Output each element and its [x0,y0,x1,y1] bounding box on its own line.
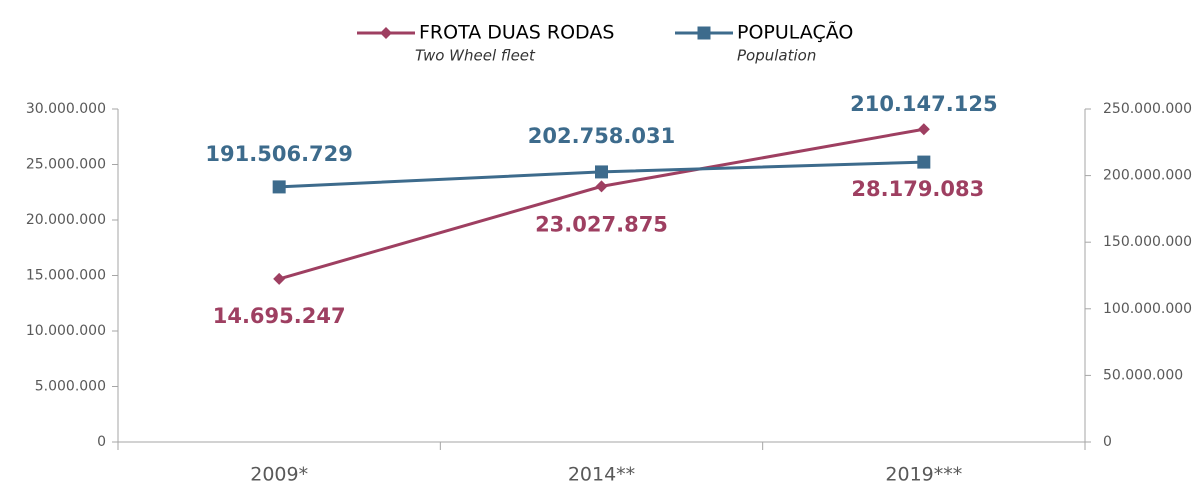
y-tick-label: 20.000.000 [26,212,106,228]
marker [917,155,931,169]
data-label: 28.179.083 [851,177,984,201]
y2-tick-label: 200.000.000 [1103,168,1192,184]
y-tick-label: 25.000.000 [26,157,106,173]
y2-tick-label: 100.000.000 [1103,301,1192,317]
marker [917,123,930,136]
y2-tick-label: 50.000.000 [1103,367,1183,383]
y2-tick-label: 0 [1103,434,1112,450]
legend-label: POPULAÇÃO [737,21,853,44]
data-label: 14.695.247 [213,304,346,328]
marker [272,180,286,194]
legend-label: FROTA DUAS RODAS [419,22,614,44]
legend-subtitle: Two Wheel fleet [415,47,536,65]
y-tick-label: 10.000.000 [26,323,106,339]
marker [595,180,608,193]
legend-marker [380,27,392,39]
legend-marker [697,26,711,40]
y2-tick-label: 150.000.000 [1103,234,1192,250]
series-line [278,127,925,281]
y-tick-label: 15.000.000 [26,268,106,284]
legend-subtitle: Population [737,47,816,65]
y2-tick-label: 250.000.000 [1103,101,1192,117]
data-label: 191.506.729 [205,142,352,166]
y-tick-label: 30.000.000 [26,101,106,117]
y-tick-label: 5.000.000 [35,379,106,395]
data-label: 202.758.031 [528,124,675,148]
data-label: 210.147.125 [850,92,997,116]
x-tick-label: 2014** [568,464,635,486]
marker [595,165,608,179]
y-tick-label: 0 [97,434,106,450]
x-tick-label: 2009* [250,464,308,486]
x-tick-label: 2019*** [885,464,962,486]
data-label: 23.027.875 [535,212,668,236]
marker [273,272,286,285]
